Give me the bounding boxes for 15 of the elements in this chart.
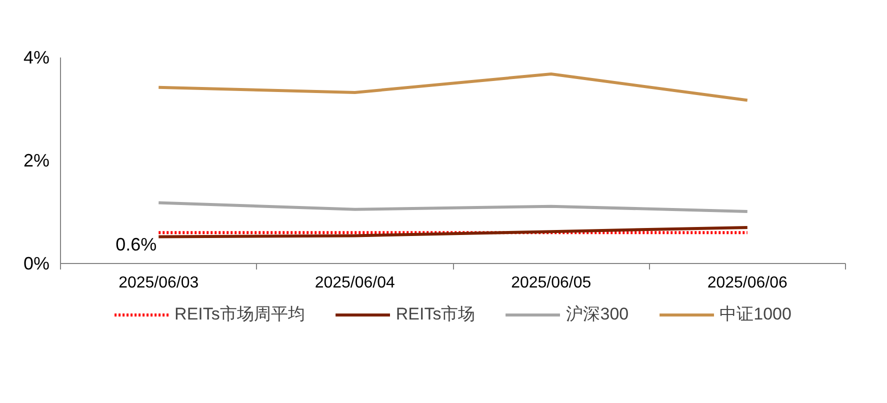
legend-label: REITs市场 <box>396 304 476 326</box>
legend-label: REITs市场周平均 <box>174 304 305 326</box>
x-tick-label: 2025/06/05 <box>511 274 592 292</box>
annotation: 0.6% <box>116 234 157 255</box>
y-tick-label: 2% <box>23 150 50 170</box>
x-tick-label: 2025/06/03 <box>118 274 199 292</box>
y-tick-label: 4% <box>23 48 50 68</box>
line-series <box>157 72 749 102</box>
legend-label: 中证1000 <box>720 304 792 326</box>
x-tick-label: 2025/06/04 <box>314 274 396 292</box>
x-tick-label: 2025/06/06 <box>707 274 788 292</box>
line-series <box>157 201 749 213</box>
legend-label: 沪深300 <box>566 304 629 326</box>
line-series <box>157 226 749 238</box>
y-tick-label: 0% <box>23 254 50 274</box>
